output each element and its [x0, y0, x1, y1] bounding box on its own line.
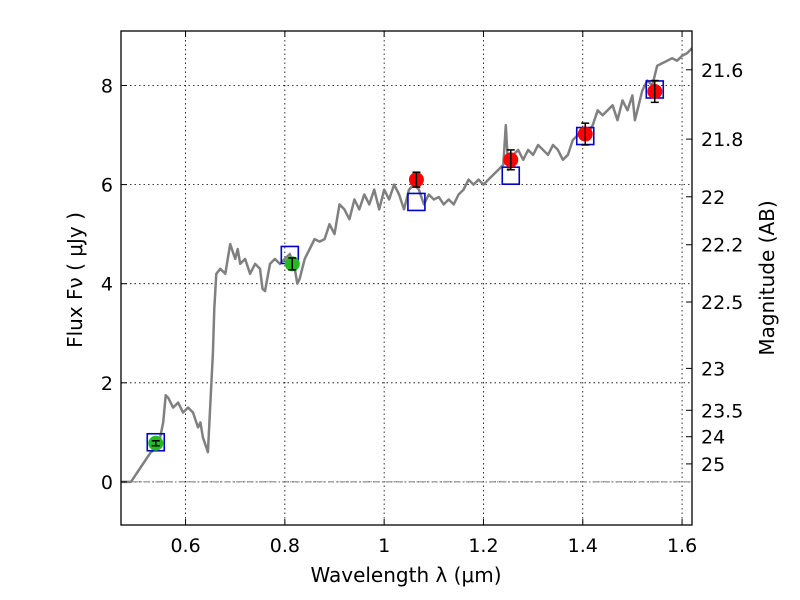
y-tick-label: 8 [101, 76, 113, 98]
x-tick-label: 1.4 [568, 535, 598, 557]
mag-tick-label: 22.2 [701, 235, 743, 257]
mag-tick-label: 22.5 [701, 292, 743, 314]
y-tick-label: 2 [101, 373, 113, 395]
x-tick-label: 1 [378, 535, 390, 557]
y-tick-label: 0 [101, 472, 113, 494]
y-tick-label: 4 [101, 274, 113, 296]
mag-tick-label: 24 [701, 427, 725, 449]
model-band-square [146, 432, 166, 452]
x-tick-label: 0.8 [270, 535, 300, 557]
x-axis-label: Wavelength λ (μm) [310, 563, 501, 587]
mag-tick-label: 21.8 [701, 129, 743, 151]
plot-frame [120, 30, 693, 526]
spectrum-line [121, 47, 693, 484]
axis-ticks: 0.6 0.8 1 1.2 1.4 1.60246821.621.82222.222.52… [101, 31, 743, 557]
y2-axis-label: Magnitude (AB) [755, 200, 779, 355]
mag-tick-label: 23 [701, 358, 725, 380]
model-band-square [407, 192, 426, 212]
mag-tick-label: 21.6 [701, 60, 743, 82]
mag-tick-label: 25 [701, 454, 725, 476]
x-tick-label: 0.6 [170, 535, 200, 557]
y-tick-label: 6 [101, 175, 113, 197]
mag-tick-label: 22 [701, 187, 725, 209]
x-tick-label: 1.2 [468, 535, 498, 557]
y-axis-label: Flux Fν ( μJy ) [63, 212, 87, 348]
series-layer [121, 47, 693, 484]
mag-tick-label: 23.5 [701, 400, 743, 422]
x-tick-label: 1.6 [667, 535, 697, 557]
